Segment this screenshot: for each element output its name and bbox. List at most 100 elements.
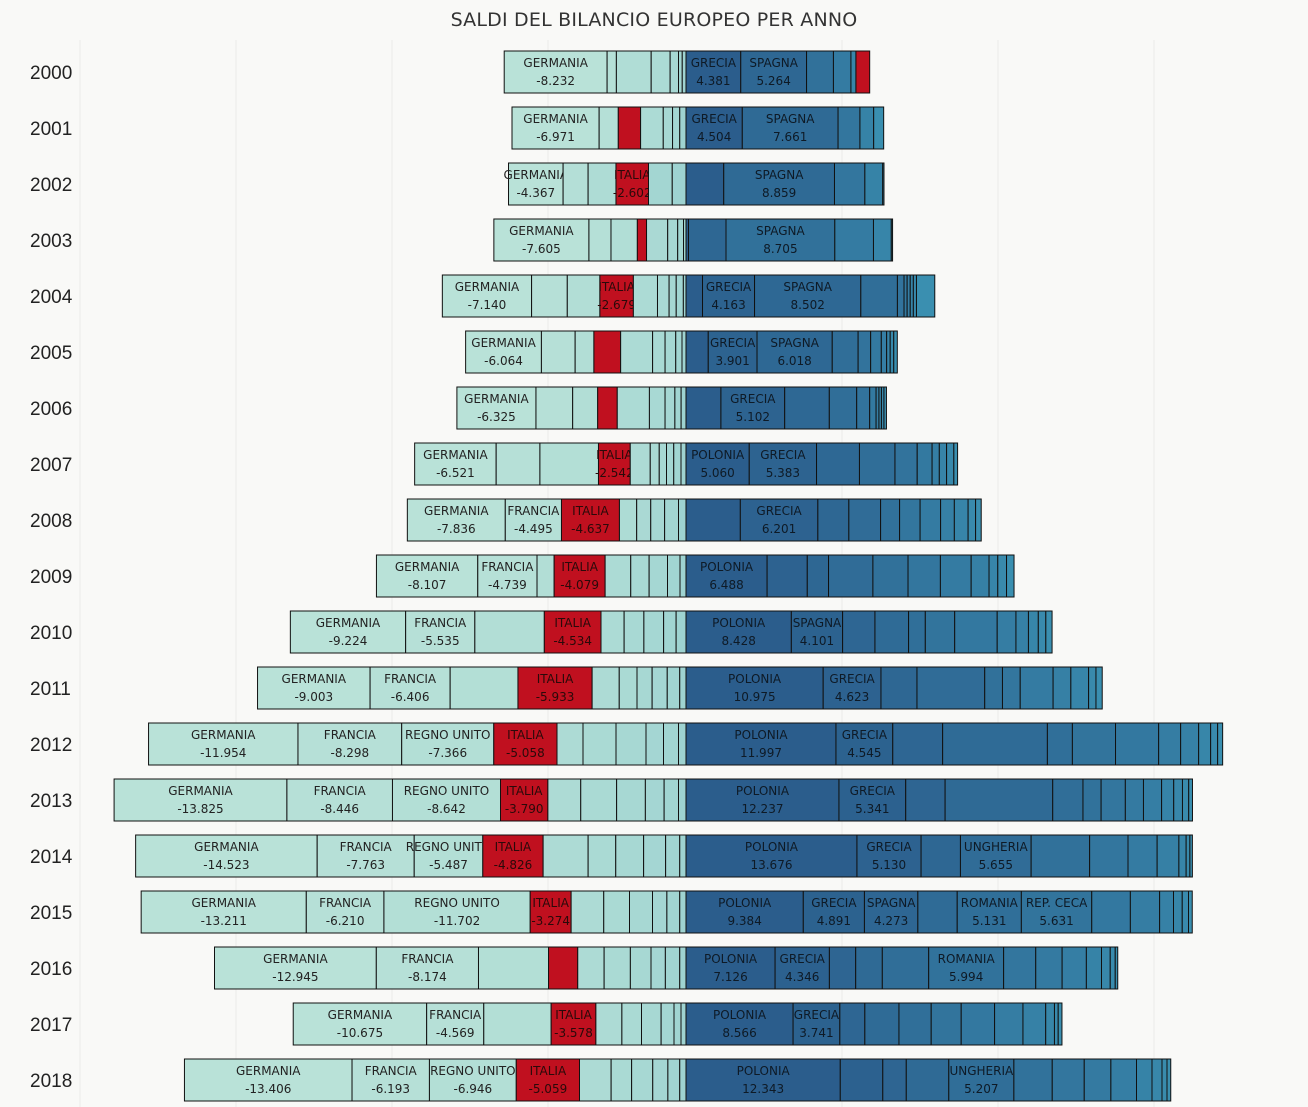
segment-value: 5.207	[964, 1082, 998, 1096]
year-label: 2004	[30, 287, 73, 308]
bar-segment	[1180, 722, 1200, 766]
bar-segment	[666, 890, 681, 934]
segment-value: -6.406	[391, 690, 430, 704]
bar-segment-regno-unito	[401, 722, 495, 766]
bar-segment	[842, 610, 876, 654]
bar-segment	[905, 1058, 950, 1102]
segment-label: GERMANIA	[168, 784, 233, 798]
bar-segment	[579, 1058, 612, 1102]
segment-label: GERMANIA	[191, 728, 256, 742]
bar-segment	[664, 386, 676, 430]
bar-segment	[679, 666, 687, 710]
segment-value: 4.545	[847, 746, 881, 760]
bar-segment	[618, 666, 638, 710]
segment-label: REGNO UNITO	[404, 784, 490, 798]
segment-label: GERMANIA	[423, 448, 488, 462]
bar-segment	[938, 442, 948, 486]
bar-segment-francia	[405, 610, 476, 654]
segment-label: GRECIA	[850, 784, 896, 798]
bar-segment	[673, 1002, 682, 1046]
bar-segment	[1083, 1058, 1112, 1102]
segment-value: -11.702	[434, 914, 480, 928]
bar-segment	[620, 330, 654, 374]
bar-segment	[942, 722, 1048, 766]
segment-value: 4.623	[835, 690, 869, 704]
segment-value: 6.488	[709, 578, 743, 592]
bar-segment	[1188, 890, 1193, 934]
segment-value: -14.523	[203, 858, 249, 872]
bar-segment-spagna	[863, 890, 919, 934]
bar-segment	[1181, 778, 1190, 822]
bar-segment	[1124, 778, 1144, 822]
bar-segment	[679, 1058, 687, 1102]
bar-segment	[685, 386, 722, 430]
bar-segment	[680, 386, 687, 430]
bar-segment	[837, 106, 861, 150]
bar-segment	[675, 610, 687, 654]
bar-segment-germania	[148, 722, 299, 766]
bar-segment	[679, 554, 687, 598]
year-label: 2002	[30, 175, 72, 196]
bar-segment	[660, 1002, 675, 1046]
segment-value: 10.975	[734, 690, 776, 704]
segment-label: POLONIA	[737, 1064, 791, 1078]
year-row: 2004 GERMANIA -7.140 ITALIA -2.679 GRECIA 4.16…	[30, 274, 936, 318]
segment-label: ITALIA	[554, 616, 591, 630]
bar-segment	[600, 610, 625, 654]
bar-segment	[646, 218, 669, 262]
bar-segment-germania	[257, 666, 371, 710]
bar-segment	[883, 386, 887, 430]
year-row: 2012 GERMANIA -11.954 FRANCIA -8.298 REGNO UN…	[30, 722, 1224, 766]
segment-value: -6.064	[484, 354, 523, 368]
segment-label: POLONIA	[745, 840, 799, 854]
bar-segment	[1006, 554, 1015, 598]
bar-segment	[1166, 1058, 1172, 1102]
bar-segment	[678, 722, 687, 766]
bar-segment	[650, 498, 666, 542]
segment-value: 8.502	[791, 298, 825, 312]
segment-value: -7.605	[522, 242, 561, 256]
bar-segment	[667, 1058, 681, 1102]
bar-segment	[864, 162, 884, 206]
segment-label: FRANCIA	[414, 616, 467, 630]
bar-segment-spagna	[754, 274, 862, 318]
segment-label: REGNO UNITO	[405, 728, 491, 742]
bar-segment	[674, 386, 682, 430]
bar-segment	[678, 498, 687, 542]
bar-segment-italia	[517, 666, 593, 710]
segment-label: REGNO UNITO	[414, 896, 500, 910]
bar-segment	[1030, 834, 1091, 878]
segment-label: ITALIA	[507, 728, 544, 742]
bar-segment	[784, 386, 830, 430]
bar-segment	[1045, 1002, 1055, 1046]
bar-segment	[678, 778, 687, 822]
bar-segment	[671, 162, 687, 206]
bar-segment	[1070, 666, 1090, 710]
bar-segment	[1088, 666, 1097, 710]
segment-label: GERMANIA	[282, 672, 347, 686]
bar-segment-polonia	[685, 1058, 841, 1102]
bar-segment	[894, 442, 918, 486]
bar-segment	[831, 330, 859, 374]
segment-label: FRANCIA	[324, 728, 377, 742]
segment-value: 6.201	[762, 522, 796, 536]
bar-segment	[907, 554, 941, 598]
bar-segment	[681, 330, 687, 374]
bar-segment	[834, 218, 874, 262]
bar-segment	[946, 442, 955, 486]
bar-segment	[668, 274, 677, 318]
bar-segment	[574, 330, 595, 374]
bar-segment	[1173, 778, 1183, 822]
bar-segment-polonia	[685, 778, 840, 822]
segment-label: ITALIA	[572, 504, 609, 518]
segment-label: GERMANIA	[236, 1064, 301, 1078]
bar-segment-ungheria	[948, 1058, 1015, 1102]
bar-segment	[1189, 834, 1193, 878]
bar-segment	[1159, 890, 1174, 934]
bar-segment	[681, 50, 687, 94]
bar-segment	[449, 666, 519, 710]
segment-label: GRECIA	[710, 336, 756, 350]
segment-value: -8.642	[427, 802, 466, 816]
segment-label: GERMANIA	[263, 952, 328, 966]
